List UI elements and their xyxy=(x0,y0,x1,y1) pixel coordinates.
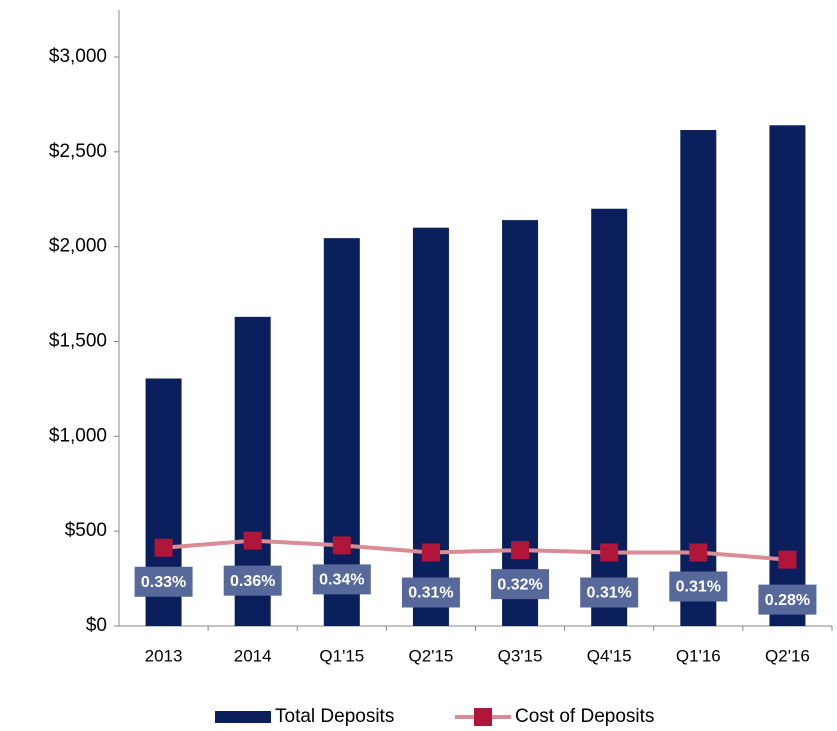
value-label-box xyxy=(312,564,371,595)
bar xyxy=(591,208,628,626)
marker xyxy=(600,543,619,562)
bar xyxy=(502,220,539,626)
value-label: 0.32% xyxy=(497,576,542,593)
bar xyxy=(680,130,717,626)
x-tick-label: Q3'15 xyxy=(498,646,543,665)
value-label-box xyxy=(491,569,550,600)
value-label: 0.31% xyxy=(587,585,632,602)
value-label: 0.28% xyxy=(765,592,810,609)
x-tick-label: Q4'15 xyxy=(587,646,632,665)
bar xyxy=(412,227,449,626)
y-tick-label: $0 xyxy=(86,615,107,636)
value-label-box xyxy=(223,565,282,596)
x-tick-label: Q2'16 xyxy=(765,646,810,665)
bar xyxy=(323,238,360,627)
bar xyxy=(769,125,806,626)
line xyxy=(163,538,788,562)
value-label-box xyxy=(758,584,817,615)
marker xyxy=(421,543,440,562)
value-label: 0.36% xyxy=(230,573,275,590)
legend-marker xyxy=(474,708,492,726)
y-tick-label: $1,000 xyxy=(49,425,107,446)
legend-label: Cost of Deposits xyxy=(515,706,654,727)
marker xyxy=(243,531,262,550)
x-tick-label: Q2'15 xyxy=(409,646,454,665)
y-tick-label: $500 xyxy=(65,520,107,541)
value-label: 0.34% xyxy=(319,572,364,589)
x-tick-label: 2013 xyxy=(145,646,183,665)
value-label: 0.31% xyxy=(408,585,453,602)
marker xyxy=(778,550,797,569)
marker xyxy=(511,541,530,560)
legend-label: Total Deposits xyxy=(275,706,394,727)
y-tick-label: $3,000 xyxy=(49,46,107,67)
y-tick-label: $2,000 xyxy=(49,236,107,257)
value-label-box xyxy=(134,566,193,597)
x-tick-label: 2014 xyxy=(234,646,272,665)
marker xyxy=(332,536,351,555)
marker xyxy=(154,538,173,557)
y-tick-label: $1,500 xyxy=(49,331,107,352)
y-tick-label: $2,500 xyxy=(49,141,107,162)
legend-swatch xyxy=(215,711,271,723)
value-label-box xyxy=(669,571,728,602)
marker xyxy=(689,543,708,562)
value-label-box xyxy=(580,577,639,608)
value-label-box xyxy=(401,577,460,608)
value-label: 0.31% xyxy=(676,579,721,596)
x-tick-label: Q1'15 xyxy=(319,646,364,665)
x-tick-label: Q1'16 xyxy=(676,646,721,665)
value-label: 0.33% xyxy=(141,574,186,591)
